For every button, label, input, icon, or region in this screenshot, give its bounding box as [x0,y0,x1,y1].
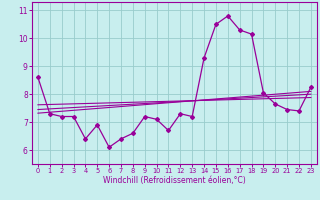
X-axis label: Windchill (Refroidissement éolien,°C): Windchill (Refroidissement éolien,°C) [103,176,246,185]
